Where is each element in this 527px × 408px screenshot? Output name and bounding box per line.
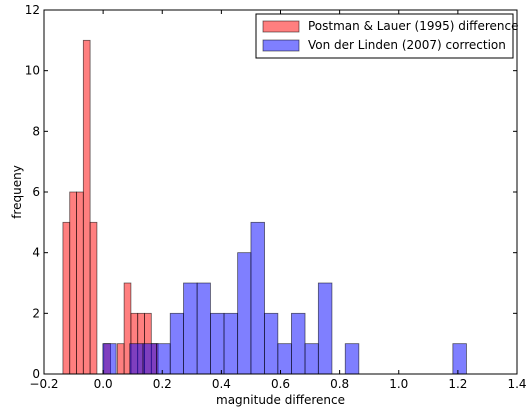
x-tick-label: 1.0 [389,377,408,391]
legend-swatch-postman [262,20,300,33]
x-tick-label: 0.6 [271,377,290,391]
bar-series1-6 [183,282,198,375]
y-tick-label: 12 [25,3,40,17]
bar-series1-2 [129,343,144,375]
bar-series1-12 [264,312,279,375]
y-tick-label: 8 [32,124,40,138]
x-tick-label: −0.2 [29,377,58,391]
y-tick-label: 4 [32,246,40,260]
ticks-layer: −0.2 0.0 0.2 0.4 0.6 0.8 1.0 1.2 1.4 0 2 4 6 8 10 12 [25,3,527,391]
x-tick-label: 1.2 [448,377,467,391]
y-axis-title: frequeny [10,165,24,219]
bar-series1-19 [452,343,467,375]
bar-series1-11 [250,221,265,375]
bar-series0-3 [82,39,91,375]
bar-series1-9 [223,312,239,375]
bar-series0-2 [76,191,84,375]
bar-series1-4 [156,343,171,375]
bar-series1-7 [196,282,211,375]
bar-series1-18 [344,343,360,375]
bar-series0-4 [89,221,98,375]
bar-series1-10 [237,252,252,375]
x-tick-label: 0.0 [94,377,113,391]
bar-series1-16 [317,282,333,375]
x-tick-label: 0.8 [330,377,349,391]
y-tick-label: 10 [25,64,40,78]
bar-series0-1 [69,191,77,375]
bar-series1-8 [210,312,225,375]
x-tick-label: 1.4 [507,377,526,391]
legend-swatch-linden [262,39,300,52]
legend-label-postman: Postman & Lauer (1995) difference [308,19,518,33]
bar-series1-5 [169,312,184,375]
x-tick-label: 0.4 [212,377,231,391]
legend: Postman & Lauer (1995) difference Von de… [255,13,518,59]
y-tick-label: 2 [32,306,40,320]
bar-series1-13 [277,343,292,375]
y-tick-label: 6 [32,185,40,199]
bar-series1-15 [304,343,319,375]
x-tick-label: 0.2 [153,377,172,391]
y-tick-label: 0 [32,367,40,381]
x-axis-title: magnitude difference [216,393,345,407]
bar-series1-14 [291,312,306,375]
bar-series0-8 [116,343,125,375]
legend-label-linden: Von der Linden (2007) correction [308,38,506,52]
bar-series1-3 [142,343,158,375]
bar-series1-0 [102,343,117,375]
bar-series0-0 [62,221,71,375]
